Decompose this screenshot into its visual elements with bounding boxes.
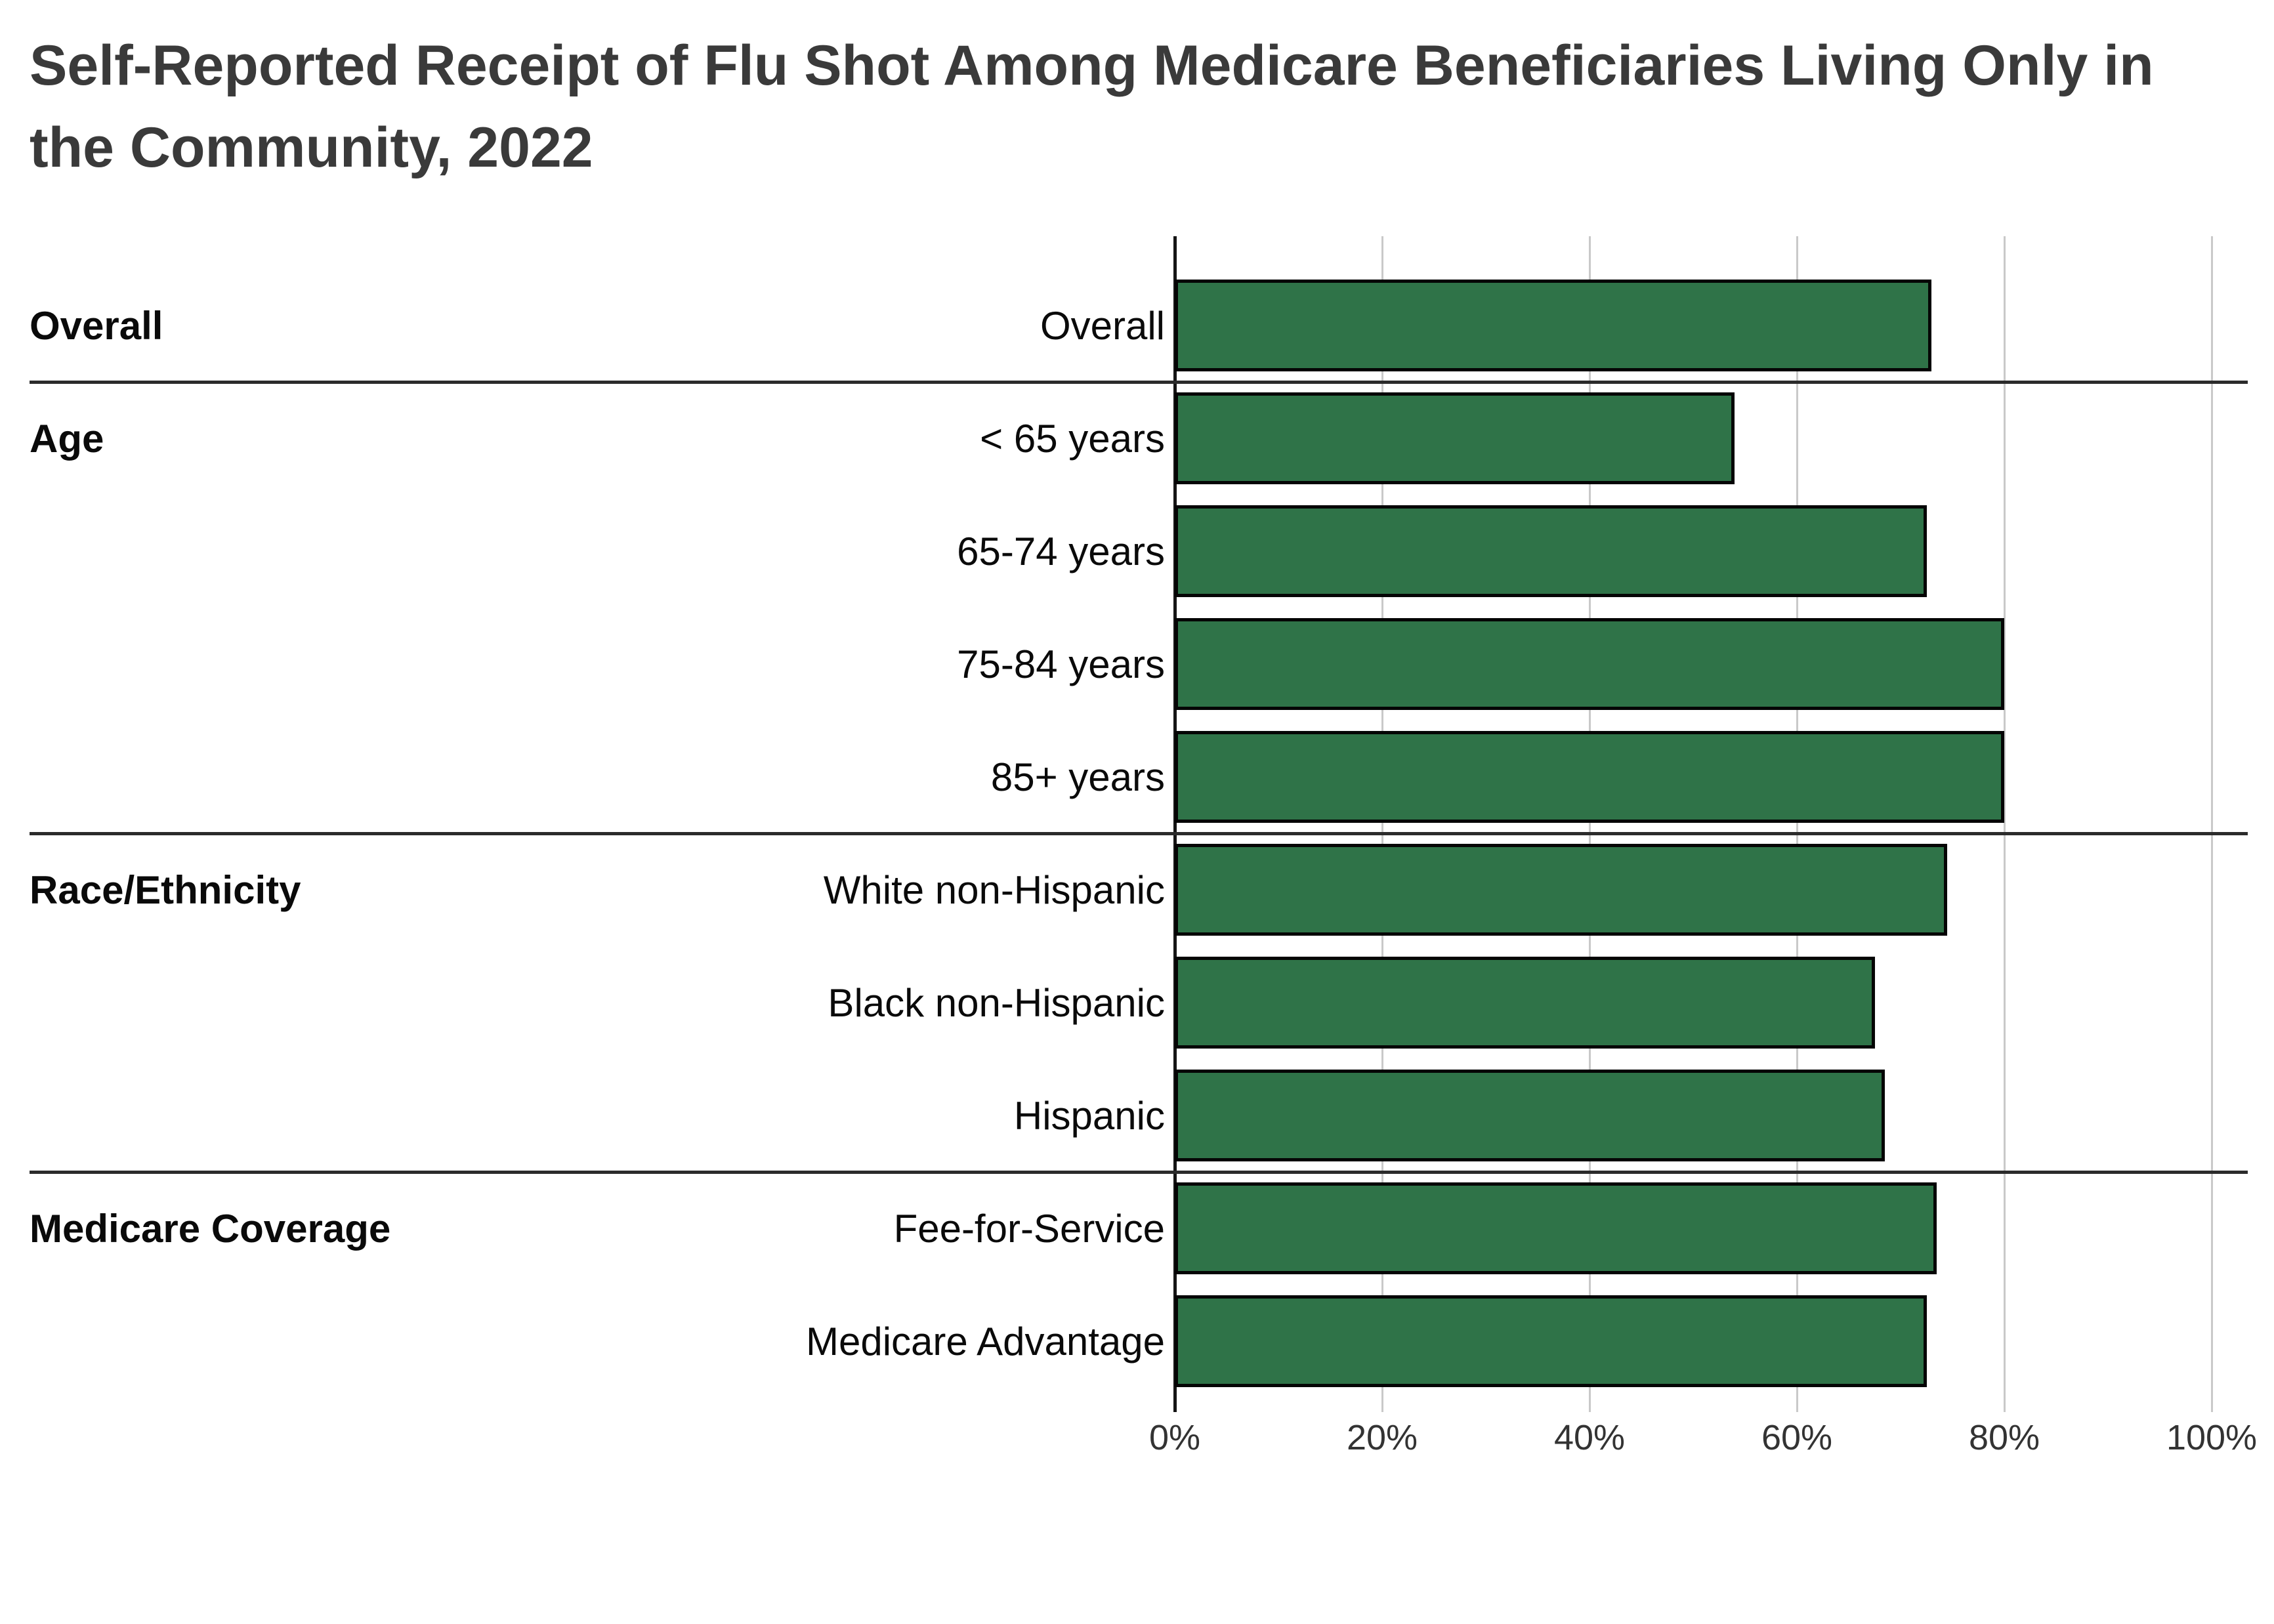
bar <box>1175 392 1735 484</box>
group-label: Age <box>30 416 104 461</box>
group-label: Race/Ethnicity <box>30 867 301 912</box>
bar <box>1175 731 2004 823</box>
group-separator <box>30 832 2248 835</box>
row-label: 75-84 years <box>957 642 1165 686</box>
gridline <box>2003 236 2006 1412</box>
bar <box>1175 280 1932 371</box>
row-label: White non-Hispanic <box>823 867 1165 912</box>
group-label: Medicare Coverage <box>30 1206 391 1251</box>
row-label: Overall <box>1040 303 1165 348</box>
chart-title: Self-Reported Receipt of Flu Shot Among … <box>30 34 2154 179</box>
axis-tick-label: 20% <box>1346 1418 1418 1457</box>
row-label: < 65 years <box>980 416 1165 461</box>
bar <box>1175 618 2004 710</box>
row-label: Black non-Hispanic <box>828 980 1165 1025</box>
bar <box>1175 957 1875 1049</box>
row-label: Fee-for-Service <box>893 1206 1165 1251</box>
bar <box>1175 1182 1937 1274</box>
bar <box>1175 1295 1927 1387</box>
axis-tick-label: 60% <box>1761 1418 1833 1457</box>
group-separator <box>30 1171 2248 1174</box>
axis-tick-label: 80% <box>1968 1418 2040 1457</box>
gridline <box>1588 236 1591 1412</box>
gridline <box>1796 236 1798 1412</box>
row-label: Hispanic <box>1013 1093 1165 1138</box>
group-separator <box>30 381 2248 384</box>
gridline <box>2210 236 2213 1412</box>
bar <box>1175 505 1927 597</box>
row-label: 65-74 years <box>957 529 1165 573</box>
bar <box>1175 1070 1885 1161</box>
axis-tick-label: 40% <box>1553 1418 1626 1457</box>
row-label: Medicare Advantage <box>805 1319 1165 1364</box>
y-axis-line <box>1173 236 1177 1412</box>
gridline <box>1381 236 1383 1412</box>
group-label: Overall <box>30 303 163 348</box>
axis-tick-label: 0% <box>1148 1418 1201 1457</box>
bar <box>1175 844 1948 936</box>
axis-tick-label: 100% <box>2166 1418 2258 1457</box>
row-label: 85+ years <box>990 755 1165 799</box>
